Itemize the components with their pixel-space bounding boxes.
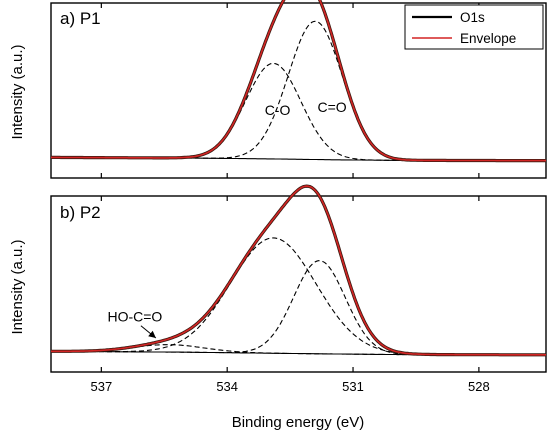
x-tick-label: 537 [90, 379, 112, 394]
panel-p1-y-axis-label: Intensity (a.u.) [9, 44, 26, 139]
panel-p1-label: a) P1 [60, 9, 101, 28]
panel-p2-frame [50, 195, 547, 373]
panel-p2-label: b) P2 [60, 203, 101, 222]
panel-p1: a) P1 Intensity (a.u.) C-O C=O [9, 0, 547, 179]
panel-p1-peak-label: C=O [317, 99, 346, 115]
x-tick-label: 528 [468, 379, 490, 394]
x-axis-label: Binding energy (eV) [232, 414, 365, 431]
panel-p1-envelope [51, 0, 546, 162]
panel-p2-peak-label: HO-C=O [107, 309, 162, 325]
legend-box [404, 4, 544, 50]
panel-p2-y-axis-label: Intensity (a.u.) [9, 239, 26, 334]
panel-p2-o1s-data [51, 184, 546, 357]
panel-p1-component-c-o [51, 62, 546, 162]
legend-label-o1s: O1s [460, 10, 485, 25]
legend: O1s Envelope [404, 4, 544, 50]
x-tick-label: 534 [216, 379, 238, 394]
panel-p2: b) P2 Intensity (a.u.) HO-C=O [9, 184, 547, 373]
panel-p1-frame [50, 2, 547, 179]
legend-label-envelope: Envelope [460, 31, 516, 46]
panel-p1-peak-label: C-O [265, 102, 291, 118]
panel-p2-component-c-o [51, 237, 546, 356]
x-tick-label: 531 [342, 379, 364, 394]
panel-p2-annotation-arrowhead [148, 330, 156, 338]
panel-p2-component-c-o [51, 260, 546, 356]
panel-p2-envelope [51, 185, 546, 356]
